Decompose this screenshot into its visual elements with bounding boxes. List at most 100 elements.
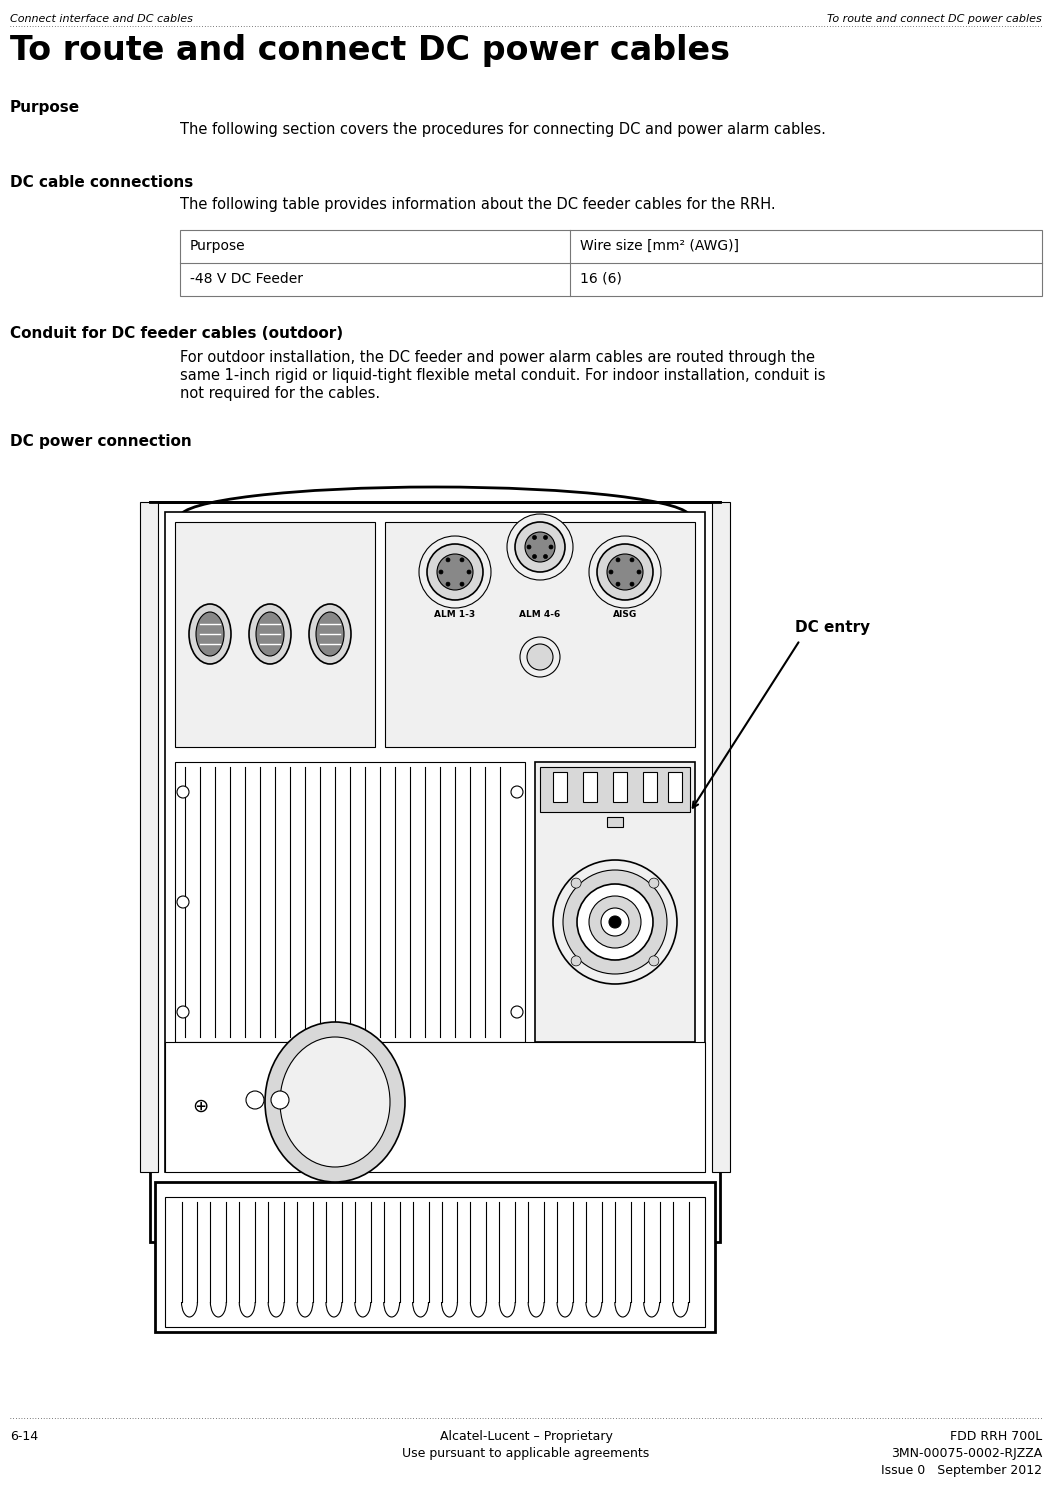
Circle shape (571, 878, 581, 888)
Circle shape (609, 571, 613, 574)
Bar (175, 522, 375, 746)
Circle shape (527, 644, 553, 670)
Text: DC entry: DC entry (795, 620, 870, 635)
Circle shape (553, 860, 677, 983)
Ellipse shape (316, 612, 344, 656)
Circle shape (460, 583, 464, 586)
Bar (668, 772, 682, 802)
Text: AISG: AISG (613, 609, 638, 618)
Ellipse shape (189, 603, 231, 665)
Circle shape (589, 536, 661, 608)
Text: The following table provides information about the DC feeder cables for the RRH.: The following table provides information… (180, 197, 775, 212)
Bar (535, 761, 695, 1042)
Circle shape (177, 787, 189, 799)
Circle shape (571, 957, 581, 966)
Circle shape (246, 1091, 264, 1109)
Text: Use pursuant to applicable agreements: Use pursuant to applicable agreements (402, 1447, 650, 1460)
Circle shape (439, 571, 443, 574)
Circle shape (630, 583, 634, 586)
Bar (150, 502, 720, 1243)
Circle shape (467, 571, 471, 574)
Bar (643, 772, 658, 802)
Circle shape (532, 535, 537, 539)
Text: ALM 4-6: ALM 4-6 (520, 609, 561, 618)
Bar (165, 1196, 705, 1328)
Text: To route and connect DC power cables: To route and connect DC power cables (827, 13, 1041, 24)
Text: FDD RRH 700L: FDD RRH 700L (950, 1430, 1041, 1442)
Circle shape (649, 957, 659, 966)
Bar (583, 772, 596, 802)
Circle shape (437, 554, 473, 590)
Circle shape (419, 536, 491, 608)
Circle shape (460, 557, 464, 562)
Bar (180, 229, 1041, 297)
Text: DC power connection: DC power connection (11, 434, 191, 448)
Text: 6-14: 6-14 (11, 1430, 38, 1442)
Circle shape (609, 916, 621, 928)
Circle shape (630, 557, 634, 562)
Circle shape (507, 514, 573, 580)
Bar (165, 1042, 705, 1173)
Ellipse shape (196, 612, 224, 656)
Ellipse shape (265, 1022, 405, 1182)
Text: 3MN-00075-0002-RJZZA: 3MN-00075-0002-RJZZA (891, 1447, 1041, 1460)
Ellipse shape (309, 603, 351, 665)
Circle shape (589, 895, 641, 948)
Text: ALM 1-3: ALM 1-3 (434, 609, 476, 618)
Circle shape (532, 554, 537, 559)
Bar (175, 761, 525, 1042)
Ellipse shape (280, 1037, 390, 1167)
Text: The following section covers the procedures for connecting DC and power alarm ca: The following section covers the procedu… (180, 122, 826, 137)
Bar (540, 767, 690, 812)
Text: Purpose: Purpose (11, 100, 80, 115)
Bar (385, 522, 695, 746)
Bar (613, 772, 627, 802)
Text: To route and connect DC power cables: To route and connect DC power cables (11, 34, 730, 67)
Bar (712, 502, 730, 1173)
Text: ⊕: ⊕ (191, 1097, 208, 1116)
Circle shape (649, 878, 659, 888)
Circle shape (549, 545, 553, 548)
Circle shape (427, 544, 483, 600)
Circle shape (616, 583, 620, 586)
Text: Purpose: Purpose (190, 238, 245, 253)
Circle shape (525, 532, 555, 562)
Text: For outdoor installation, the DC feeder and power alarm cables are routed throug: For outdoor installation, the DC feeder … (180, 350, 815, 365)
Text: Connect interface and DC cables: Connect interface and DC cables (11, 13, 193, 24)
Text: Issue 0   September 2012: Issue 0 September 2012 (881, 1465, 1041, 1477)
Circle shape (616, 557, 620, 562)
Text: -48 V DC Feeder: -48 V DC Feeder (190, 273, 303, 286)
Circle shape (177, 895, 189, 907)
Circle shape (601, 907, 629, 936)
Circle shape (563, 870, 667, 974)
Circle shape (544, 535, 547, 539)
Bar (553, 772, 567, 802)
Text: 16 (6): 16 (6) (580, 273, 622, 286)
Text: Alcatel-Lucent – Proprietary: Alcatel-Lucent – Proprietary (440, 1430, 612, 1442)
Circle shape (607, 554, 643, 590)
Circle shape (596, 544, 653, 600)
Bar (165, 513, 705, 1173)
Text: DC cable connections: DC cable connections (11, 174, 194, 191)
Circle shape (446, 583, 450, 586)
Text: Conduit for DC feeder cables (outdoor): Conduit for DC feeder cables (outdoor) (11, 326, 343, 341)
Ellipse shape (256, 612, 284, 656)
Text: Wire size [mm² (AWG)]: Wire size [mm² (AWG)] (580, 238, 739, 253)
Circle shape (446, 557, 450, 562)
Circle shape (576, 884, 653, 960)
Circle shape (515, 522, 565, 572)
Circle shape (520, 638, 560, 676)
Circle shape (511, 787, 523, 799)
Ellipse shape (249, 603, 291, 665)
Circle shape (527, 545, 531, 548)
Circle shape (544, 554, 547, 559)
Circle shape (177, 1006, 189, 1018)
Circle shape (638, 571, 641, 574)
Text: not required for the cables.: not required for the cables. (180, 386, 380, 401)
Bar (140, 502, 158, 1173)
Text: same 1-inch rigid or liquid-tight flexible metal conduit. For indoor installatio: same 1-inch rigid or liquid-tight flexib… (180, 368, 826, 383)
Circle shape (511, 1006, 523, 1018)
Circle shape (271, 1091, 289, 1109)
Bar (155, 1182, 715, 1332)
Bar (607, 817, 623, 827)
